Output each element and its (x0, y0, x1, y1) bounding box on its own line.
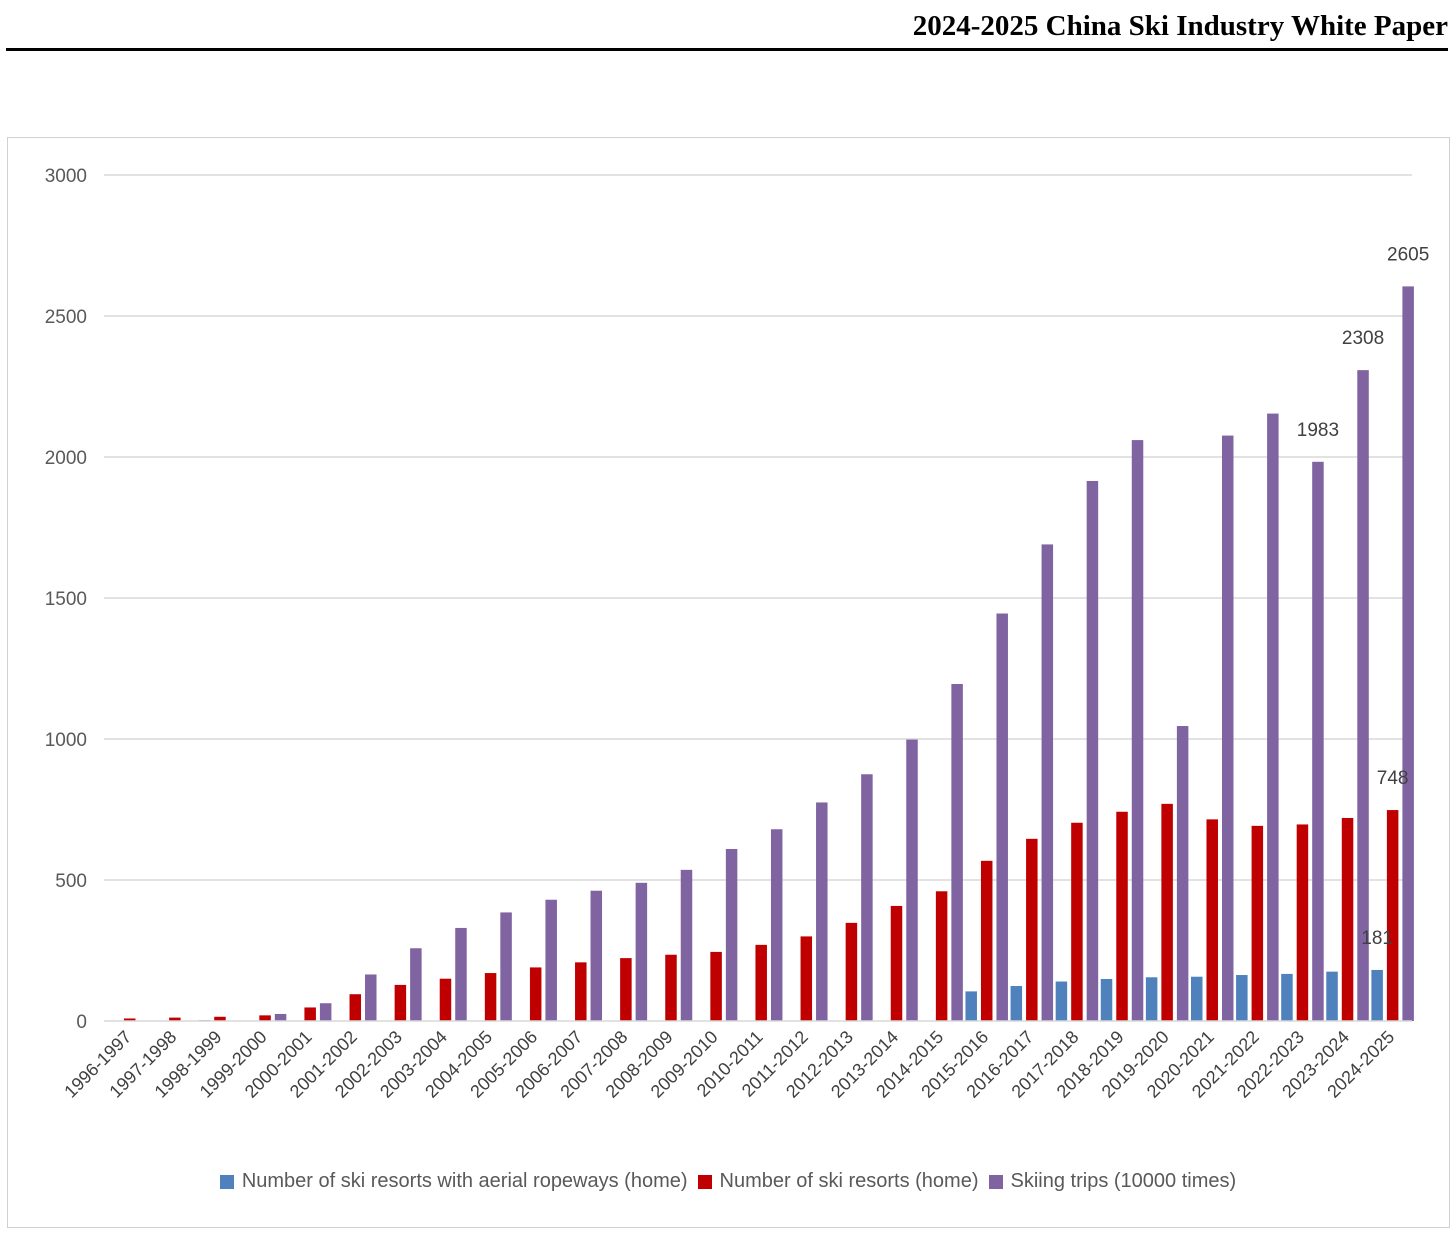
chart-frame (7, 137, 1450, 1228)
bar-series-2-2016-2017 (1041, 544, 1054, 1021)
page-title: 2024-2025 China Ski Industry White Paper (912, 10, 1448, 42)
bar-series-2-1999-2000 (274, 1013, 287, 1021)
bar-series-0-2020-2021 (1190, 976, 1203, 1021)
bar-series-1-2000-2001 (304, 1007, 316, 1021)
bar-series-1-1998-1999 (214, 1016, 226, 1021)
bar-series-1-2009-2010 (710, 951, 722, 1021)
bars (124, 286, 1414, 1022)
bar-series-2-2003-2004 (455, 927, 467, 1021)
bar-series-0-2017-2018 (1055, 981, 1068, 1021)
bar-series-2-2015-2016 (996, 613, 1008, 1021)
bar-series-0-2018-2019 (1100, 978, 1113, 1021)
y-tick-label: 0 (76, 1012, 87, 1033)
bar-series-1-2001-2002 (349, 994, 362, 1021)
bar-series-2-2012-2013 (861, 774, 873, 1021)
bar-series-1-2020-2021 (1206, 819, 1218, 1021)
bar-series-2-2013-2014 (906, 739, 918, 1021)
data-labels: 1983 2308 2605 748 181 (1297, 244, 1429, 949)
bar-series-2-2014-2015 (951, 684, 963, 1021)
bar-series-2-2008-2009 (680, 869, 693, 1021)
bar-series-1-2023-2024 (1341, 817, 1354, 1021)
y-tick-label: 2500 (45, 307, 87, 328)
legend: Number of ski resorts with aerial ropewa… (0, 1170, 1456, 1193)
bar-series-1-2003-2004 (439, 978, 452, 1021)
bar-series-2-2002-2003 (410, 948, 422, 1021)
bar-series-1-2005-2006 (529, 967, 542, 1021)
bar-series-2-2004-2005 (500, 912, 512, 1021)
bar-series-2-2023-2024 (1357, 370, 1369, 1021)
bar-series-1-2021-2022 (1251, 825, 1264, 1021)
bar-series-2-2019-2020 (1176, 726, 1189, 1021)
bar-series-0-2015-2016 (965, 991, 977, 1021)
bar-series-0-2021-2022 (1236, 975, 1248, 1021)
bar-series-1-2024-2025 (1386, 810, 1399, 1021)
bar-series-2-2007-2008 (635, 882, 648, 1021)
bar-series-1-2007-2008 (620, 958, 632, 1021)
bar-series-1-2004-2005 (484, 973, 497, 1021)
data-label: 2605 (1387, 244, 1429, 265)
y-tick-label: 3000 (45, 166, 87, 187)
bar-series-2-2024-2025 (1402, 286, 1414, 1021)
y-tick-label: 1000 (45, 730, 87, 751)
bar-series-1-2006-2007 (575, 962, 587, 1021)
bar-series-2-2017-2018 (1086, 480, 1099, 1022)
bar-series-1-2016-2017 (1026, 838, 1038, 1021)
bar-series-1-2022-2023 (1296, 824, 1309, 1021)
bar-series-1-2019-2020 (1161, 803, 1173, 1021)
y-tick-label: 2000 (45, 448, 87, 469)
bar-series-1-1997-1998 (169, 1017, 181, 1021)
bar-series-1-2017-2018 (1071, 822, 1083, 1021)
y-tick-label: 500 (55, 871, 87, 892)
legend-swatch-resorts (697, 1174, 712, 1189)
data-label: 1983 (1297, 420, 1339, 441)
legend-label-trips: Skiing trips (10000 times) (1010, 1170, 1237, 1192)
bar-series-1-2013-2014 (890, 905, 903, 1021)
bar-series-1-2018-2019 (1116, 811, 1128, 1021)
bar-series-0-2019-2020 (1145, 977, 1158, 1021)
data-label: 2308 (1342, 328, 1384, 349)
header-rule (6, 48, 1448, 51)
bar-series-0-2016-2017 (1010, 986, 1023, 1021)
legend-item-trips: Skiing trips (10000 times) (988, 1170, 1237, 1193)
legend-swatch-trips (988, 1174, 1003, 1189)
legend-item-resorts: Number of ski resorts (home) (697, 1170, 979, 1193)
bar-series-2-2020-2021 (1221, 435, 1234, 1021)
legend-swatch-ropeways (219, 1174, 234, 1189)
bar-series-2-2010-2011 (770, 829, 783, 1021)
y-tick-label: 1500 (45, 589, 87, 610)
legend-label-resorts: Number of ski resorts (home) (719, 1170, 979, 1192)
bar-series-0-2022-2023 (1281, 973, 1293, 1021)
bar-series-2-2009-2010 (725, 848, 738, 1021)
bar-series-0-2023-2024 (1326, 971, 1338, 1021)
bar-series-2-2021-2022 (1267, 413, 1279, 1021)
data-label: 748 (1377, 768, 1409, 789)
data-label: 181 (1361, 928, 1393, 949)
bar-series-2-2022-2023 (1312, 461, 1324, 1021)
bar-series-2-2011-2012 (816, 802, 828, 1021)
bar-series-1-2002-2003 (394, 984, 407, 1021)
bar-series-1-2011-2012 (800, 936, 813, 1021)
bar-series-1-1999-2000 (259, 1015, 271, 1021)
bar-series-1-1996-1997 (124, 1018, 136, 1021)
bar-series-2-2018-2019 (1131, 440, 1144, 1022)
bar-series-1-2014-2015 (935, 891, 948, 1021)
bar-series-1-2008-2009 (665, 954, 677, 1021)
bar-series-1-2010-2011 (755, 944, 767, 1021)
bar-series-2-2005-2006 (545, 899, 557, 1021)
bar-series-2-2006-2007 (590, 890, 603, 1021)
bar-series-2-2000-2001 (319, 1003, 332, 1021)
bar-series-1-2015-2016 (980, 860, 993, 1021)
legend-item-ropeways: Number of ski resorts with aerial ropewa… (219, 1170, 688, 1193)
gridlines (104, 174, 1412, 881)
bar-series-2-2001-2002 (365, 974, 377, 1021)
legend-label-ropeways: Number of ski resorts with aerial ropewa… (241, 1170, 688, 1192)
bar-series-0-2024-2025 (1371, 969, 1383, 1021)
bar-series-1-2012-2013 (845, 922, 858, 1021)
